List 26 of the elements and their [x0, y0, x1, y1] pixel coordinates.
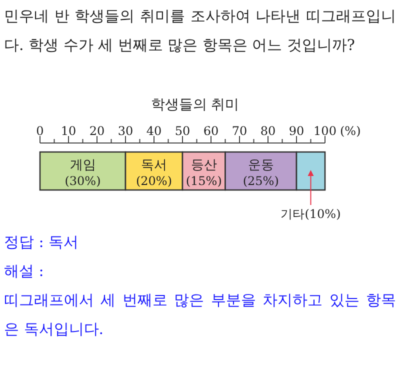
x-tick-label: 70 [232, 124, 248, 138]
x-tick-label: 20 [89, 124, 105, 138]
text: 정답 : 독서 [4, 232, 80, 253]
x-tick-label: 60 [203, 124, 219, 138]
data-label: (25%) [242, 174, 279, 188]
x-tick-label: 10 [60, 124, 76, 138]
text: 해설 : [4, 261, 45, 282]
text: 기타(10%) [280, 207, 341, 221]
x-tick-label: 90 [288, 124, 304, 138]
chart-title: 학생들의 취미 [150, 97, 240, 113]
data-label: (20%) [136, 174, 172, 188]
x-tick-label: 40 [146, 124, 162, 138]
data-label: (15%) [186, 174, 222, 188]
text: 민우네 반 학생들의 취미를 조사하여 나타낸 띠그래프입니다. 학생 수가 세 번째로 많은 항목은 어느 것입니까? [4, 6, 396, 56]
data-label: (30%) [64, 174, 101, 188]
x-tick-label: 30 [118, 124, 134, 138]
x-tick-label: 0 [36, 124, 44, 138]
x-axis-title: (%) [340, 124, 361, 138]
series-label: 게임 [70, 158, 96, 173]
series-label: 등산 [190, 158, 217, 173]
text: 띠그래프에서 세 번째로 많은 부분을 차지하고 있는 항목은 독서입니다. [4, 290, 396, 340]
x-tick-label: 100 [314, 124, 336, 138]
series-label: 운동 [248, 158, 274, 173]
series-label: 독서 [141, 158, 167, 173]
x-tick-label: 80 [260, 124, 276, 138]
x-tick-label: 50 [174, 124, 190, 138]
